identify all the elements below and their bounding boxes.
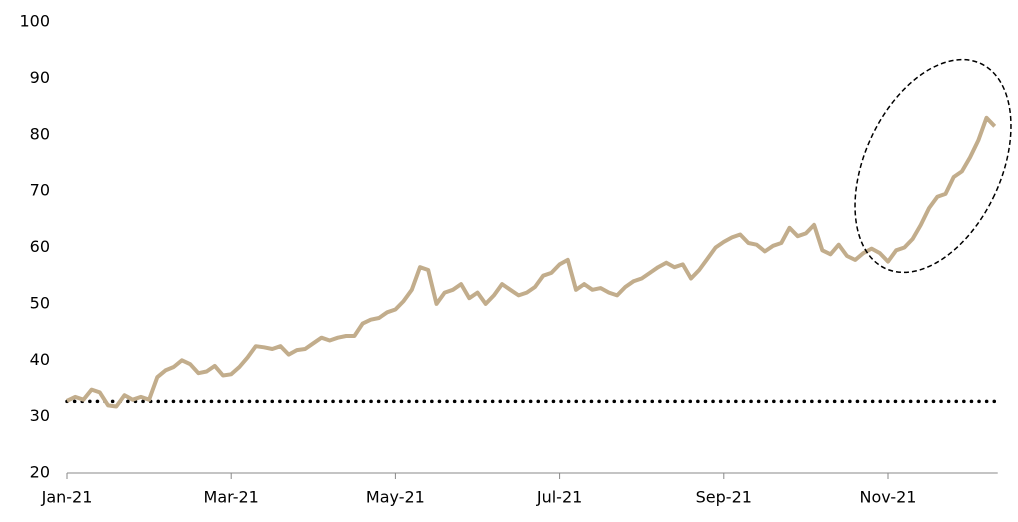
y-tick-label: 70: [30, 181, 50, 200]
y-tick-label: 90: [30, 68, 50, 87]
y-tick-label: 100: [19, 12, 50, 31]
highlight-ellipse: [854, 58, 1012, 274]
y-tick-label: 50: [30, 293, 50, 312]
x-tick-label: Jul-21: [536, 488, 582, 507]
y-tick-label: 40: [30, 350, 50, 369]
y-tick-label: 60: [30, 237, 50, 256]
y-tick-label: 30: [30, 406, 50, 425]
x-tick-label: Mar-21: [204, 488, 259, 507]
data-line: [66, 115, 997, 409]
x-tick-label: Sep-21: [696, 488, 752, 507]
x-tick-label: Nov-21: [860, 488, 917, 507]
plot: 20 30 40 50 60 70 80 90 100 Jan-21 Mar-21 May-21 Jul…: [19, 12, 1000, 507]
y-tick-label: 80: [30, 124, 50, 143]
x-tick-label: May-21: [366, 488, 425, 507]
y-tick-label: 20: [30, 463, 50, 482]
x-tick-label: Jan-21: [41, 488, 93, 507]
